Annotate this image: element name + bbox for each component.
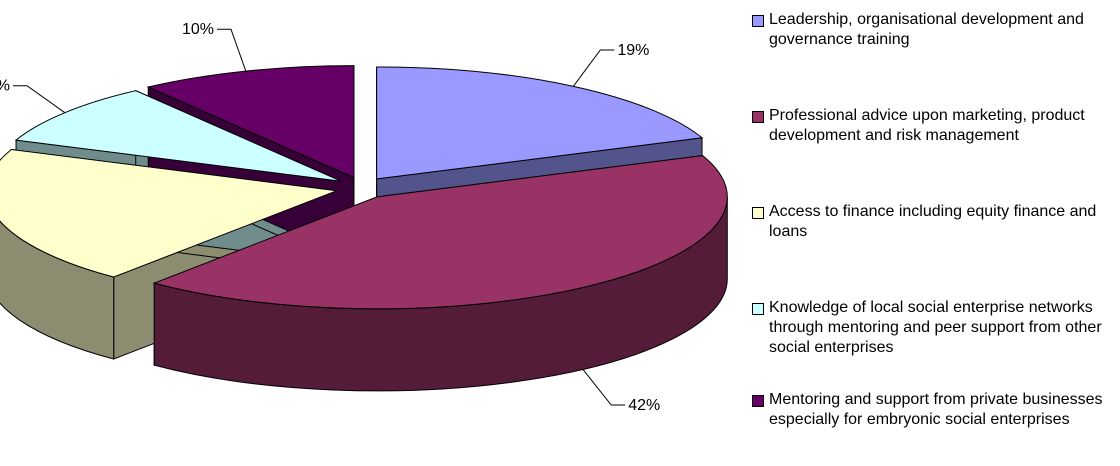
- pie-slice: [0, 148, 337, 278]
- data-label: 10%: [182, 21, 214, 38]
- legend-label: Access to finance including equity finan…: [769, 203, 1097, 240]
- legend-swatch: [752, 207, 764, 219]
- legend-item: Leadership, organisational development a…: [752, 10, 1119, 50]
- pie-label-layer: 19%42%20%9%10%: [0, 21, 660, 414]
- legend-swatch: [752, 111, 764, 123]
- pie-slice: [152, 155, 728, 310]
- pie-slice: [146, 65, 355, 179]
- data-label: 19%: [617, 42, 649, 59]
- leader-line: [582, 369, 626, 406]
- pie-slice: [14, 90, 342, 182]
- legend-label: Professional advice upon marketing, prod…: [769, 107, 1085, 144]
- leader-line: [572, 49, 615, 87]
- legend-item: Professional advice upon marketing, prod…: [752, 106, 1119, 146]
- data-label: 9%: [0, 78, 10, 95]
- pie-top-layer: [0, 65, 728, 310]
- legend-label: Leadership, organisational development a…: [769, 11, 1084, 48]
- legend-item: Access to finance including equity finan…: [752, 202, 1119, 242]
- data-label: 42%: [628, 397, 660, 414]
- legend: Leadership, organisational development a…: [752, 10, 1120, 466]
- legend-label: Mentoring and support from private busin…: [769, 391, 1103, 428]
- legend-item: Knowledge of local social enterprise net…: [752, 298, 1119, 358]
- leader-line: [12, 85, 66, 114]
- pie-chart: 19%42%20%9%10%: [0, 21, 728, 414]
- legend-swatch: [752, 15, 764, 27]
- legend-label: Knowledge of local social enterprise net…: [769, 299, 1102, 356]
- legend-item: Mentoring and support from private busin…: [752, 390, 1119, 430]
- legend-swatch: [752, 303, 764, 315]
- pie-slice: [376, 66, 704, 180]
- leader-line: [216, 28, 247, 72]
- legend-swatch: [752, 395, 764, 407]
